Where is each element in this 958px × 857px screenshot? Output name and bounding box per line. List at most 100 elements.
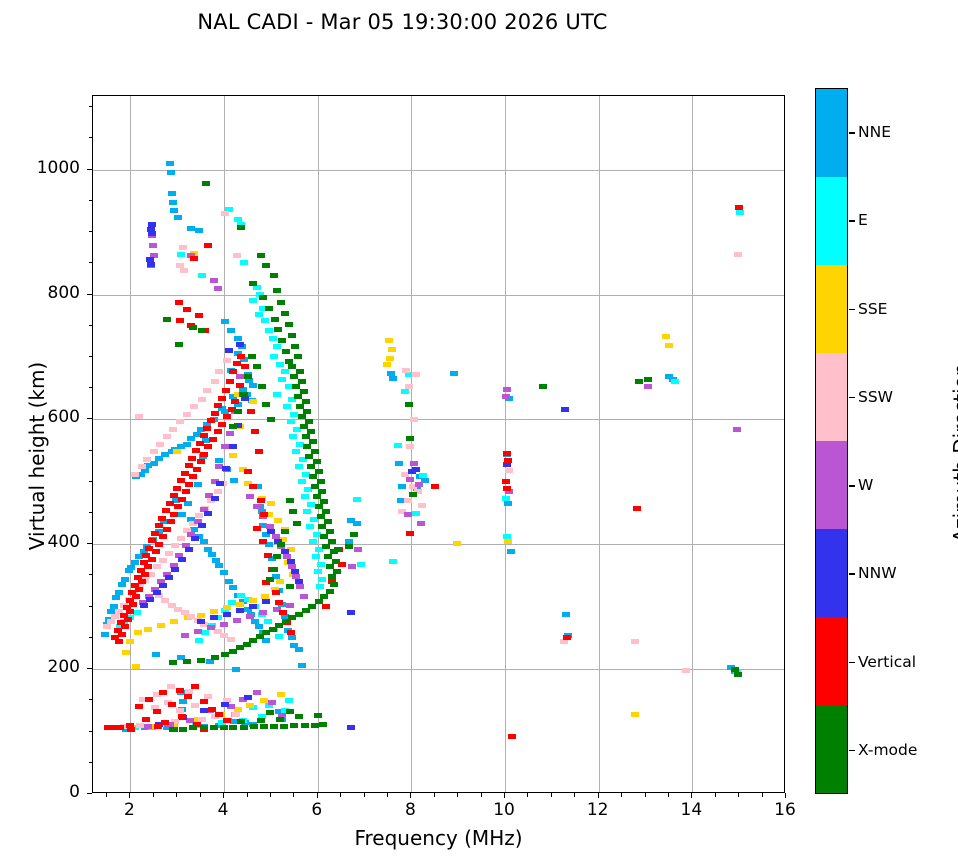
- scatter-point: [183, 500, 192, 506]
- colorbar-segment-x-mode[interactable]: [816, 705, 847, 793]
- scatter-point: [307, 429, 316, 435]
- scatter-point: [269, 354, 278, 360]
- scatter-point: [265, 710, 274, 716]
- scatter-point: [305, 454, 314, 460]
- scatter-point: [146, 257, 155, 263]
- scatter-point: [122, 605, 131, 611]
- colorbar-segment-nnw[interactable]: [816, 529, 847, 617]
- scatter-point: [265, 541, 274, 547]
- scatter-point: [271, 574, 280, 580]
- scatter-point: [313, 569, 322, 575]
- scatter-point: [249, 280, 258, 286]
- scatter-point: [248, 354, 257, 360]
- gridline-y: [93, 294, 784, 296]
- scatter-point: [295, 579, 304, 585]
- scatter-point: [171, 543, 180, 549]
- scatter-point: [503, 539, 512, 545]
- scatter-point: [166, 160, 175, 166]
- scatter-point: [131, 471, 140, 477]
- x-axis-label: Frequency (MHz): [354, 826, 523, 850]
- scatter-point: [232, 711, 241, 717]
- scatter-point: [295, 646, 304, 652]
- scatter-point: [277, 541, 286, 547]
- colorbar-segment-e[interactable]: [816, 177, 847, 265]
- scatter-point: [398, 509, 407, 515]
- scatter-point: [222, 358, 231, 364]
- scatter-point: [502, 386, 511, 392]
- scatter-point: [121, 726, 130, 732]
- scatter-point: [265, 328, 274, 334]
- x-tick-label: 12: [586, 800, 609, 820]
- scatter-point: [285, 602, 294, 608]
- scatter-point: [222, 605, 231, 611]
- scatter-point: [132, 474, 141, 480]
- scatter-point: [240, 395, 249, 401]
- scatter-point: [278, 712, 287, 718]
- colorbar-segment-ssw[interactable]: [816, 353, 847, 441]
- scatter-point: [149, 449, 158, 455]
- azimuth-colorbar[interactable]: [815, 88, 848, 794]
- scatter-point: [203, 421, 212, 427]
- scatter-point: [133, 575, 142, 581]
- scatter-point: [234, 706, 243, 712]
- scatter-point: [560, 406, 569, 412]
- scatter-point: [144, 463, 153, 469]
- x-tick-minor: [363, 793, 365, 797]
- colorbar-segment-sse[interactable]: [816, 265, 847, 353]
- scatter-point: [279, 536, 288, 542]
- scatter-points: [93, 96, 784, 792]
- scatter-point: [501, 479, 510, 485]
- scatter-point: [169, 207, 178, 213]
- y-tick: [87, 418, 92, 420]
- scatter-point: [172, 498, 181, 504]
- scatter-point: [183, 694, 192, 700]
- scatter-point: [238, 386, 247, 392]
- scatter-point: [166, 684, 175, 690]
- scatter-point: [276, 716, 285, 722]
- scatter-point: [127, 726, 136, 732]
- scatter-point: [297, 662, 306, 668]
- scatter-point: [255, 634, 264, 640]
- scatter-point: [285, 584, 294, 590]
- scatter-point: [410, 460, 419, 466]
- scatter-point: [174, 606, 183, 612]
- scatter-point: [134, 414, 143, 420]
- scatter-point: [347, 610, 356, 616]
- scatter-point: [139, 549, 148, 555]
- scatter-point: [450, 370, 459, 376]
- scatter-point: [177, 535, 186, 541]
- scatter-point: [281, 349, 290, 355]
- scatter-point: [126, 609, 135, 615]
- colorbar-title: Azimuth Direction: [949, 363, 958, 543]
- colorbar-segment-w[interactable]: [816, 441, 847, 529]
- scatter-point: [280, 724, 289, 730]
- scatter-point: [192, 448, 200, 454]
- scatter-point: [147, 233, 156, 239]
- scatter-point: [221, 210, 230, 216]
- scatter-point: [267, 555, 276, 561]
- scatter-point: [161, 451, 170, 457]
- scatter-point: [504, 489, 513, 495]
- scatter-point: [275, 634, 284, 640]
- scatter-point: [502, 461, 511, 467]
- scatter-point: [210, 410, 219, 416]
- scatter-point: [322, 544, 331, 550]
- scatter-point: [118, 581, 127, 587]
- scatter-point: [249, 382, 258, 388]
- scatter-point: [387, 346, 396, 352]
- colorbar-segment-nne[interactable]: [816, 89, 847, 177]
- scatter-point: [210, 495, 219, 501]
- scatter-point: [250, 724, 259, 730]
- scatter-point: [734, 671, 743, 677]
- colorbar-segment-vertical[interactable]: [816, 617, 847, 705]
- scatter-point: [258, 305, 267, 311]
- gridline-y: [93, 544, 784, 546]
- scatter-point: [224, 348, 233, 354]
- scatter-point: [234, 423, 243, 429]
- scatter-point: [297, 414, 306, 420]
- scatter-point: [295, 369, 304, 375]
- scatter-point: [112, 595, 121, 601]
- colorbar-tick: [849, 308, 855, 311]
- scatter-point: [176, 707, 185, 713]
- scatter-point: [561, 611, 570, 617]
